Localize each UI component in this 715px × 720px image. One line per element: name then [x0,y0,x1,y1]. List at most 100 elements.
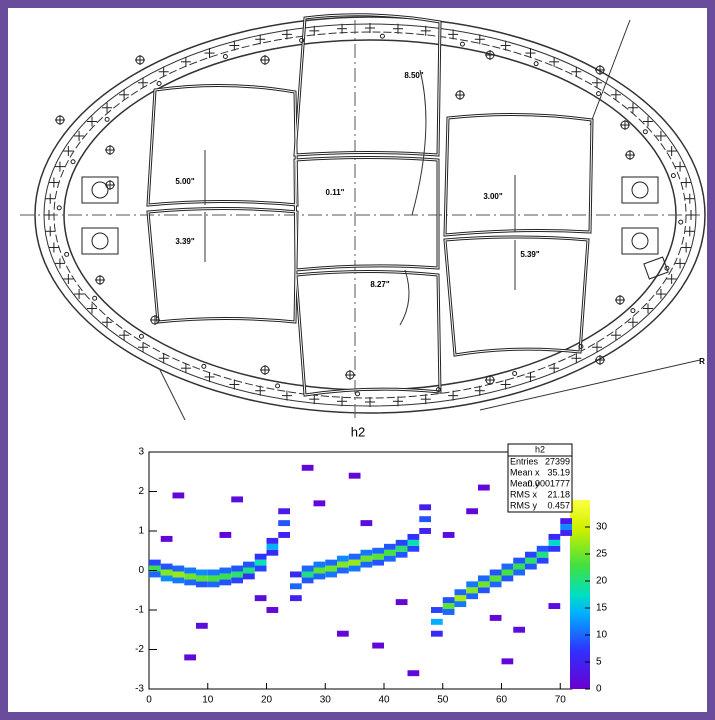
cell [560,518,572,524]
dimension-label: 3.00" [483,192,503,201]
cell [302,566,314,572]
y-tick-label: -2 [135,644,144,655]
cell [431,619,443,625]
cell [255,566,267,572]
cell [443,609,455,615]
dimension-label: R [699,357,705,366]
cell [173,492,185,498]
y-tick-label: -1 [135,605,144,616]
plot: h2 010203040506070-3-2-10123051015202530… [135,424,607,705]
cell [502,575,514,581]
cell [560,530,572,536]
cell [173,571,185,577]
stats-value: 0.0001777 [527,478,570,488]
cell [502,564,514,570]
cell [337,631,349,637]
cell [372,554,384,560]
cell [290,583,302,589]
cell [466,593,478,599]
y-tick-label: 2 [138,486,144,497]
cell [513,570,525,576]
cell [314,573,326,579]
cell [314,562,326,568]
z-tick-label: 5 [596,657,602,668]
cell [337,562,349,568]
cell [220,579,232,585]
cell [408,540,420,546]
cell [149,571,161,577]
y-tick-label: 3 [138,447,144,458]
x-tick-label: 50 [437,695,449,706]
cell [173,577,185,583]
x-tick-label: 20 [261,695,273,706]
color-bar [570,500,590,689]
cell [525,564,537,570]
cell [443,597,455,603]
cell [537,552,549,558]
stats-label: RMS x [510,489,538,499]
cell [466,508,478,514]
stats-label: RMS y [510,500,538,510]
cell [337,556,349,562]
cell [419,528,431,534]
cell [231,566,243,572]
cell [537,546,549,552]
cell [196,581,208,587]
cell [184,568,196,574]
cell [349,554,361,560]
cell [537,558,549,564]
cell [443,603,455,609]
cell [231,577,243,583]
x-tick-label: 40 [378,695,390,706]
z-tick-label: 0 [596,684,602,695]
cell [278,508,290,514]
dimension-label: 0.11" [326,188,345,197]
cell [408,670,420,676]
cell [431,631,443,637]
stats-value: 21.18 [547,489,570,499]
cell [243,568,255,574]
cell [161,575,173,581]
z-tick-label: 10 [596,630,608,641]
chart-title: h2 [351,424,365,439]
cell [419,516,431,522]
cell [384,550,396,556]
z-tick-label: 25 [596,549,608,560]
cell [255,554,267,560]
cell [173,566,185,572]
x-tick-label: 30 [320,695,332,706]
cell [196,623,208,629]
cell [490,570,502,576]
cell [302,571,314,577]
stats-value: 0.457 [547,500,570,510]
cell [302,577,314,583]
cell [361,520,373,526]
stats-label: Mean x [510,467,540,477]
y-tick-label: 0 [138,565,144,576]
cell [161,564,173,570]
z-tick-label: 20 [596,576,608,587]
cell [384,556,396,562]
cell [455,589,467,595]
cell [466,581,478,587]
cell [466,587,478,593]
cell [220,568,232,574]
cell [184,579,196,585]
cell [549,540,561,546]
cell [549,534,561,540]
cell [396,599,408,605]
cell [337,568,349,574]
dimension-label: 8.27" [370,280,390,289]
cell [184,654,196,660]
cell [490,581,502,587]
cell [513,558,525,564]
x-tick-label: 70 [555,695,567,706]
cell [161,536,173,542]
x-tick-label: 60 [496,695,508,706]
cell [455,601,467,607]
cell [384,544,396,550]
cell [267,544,279,550]
cell [267,538,279,544]
cell [408,546,420,552]
y-tick-label: 1 [138,526,144,537]
